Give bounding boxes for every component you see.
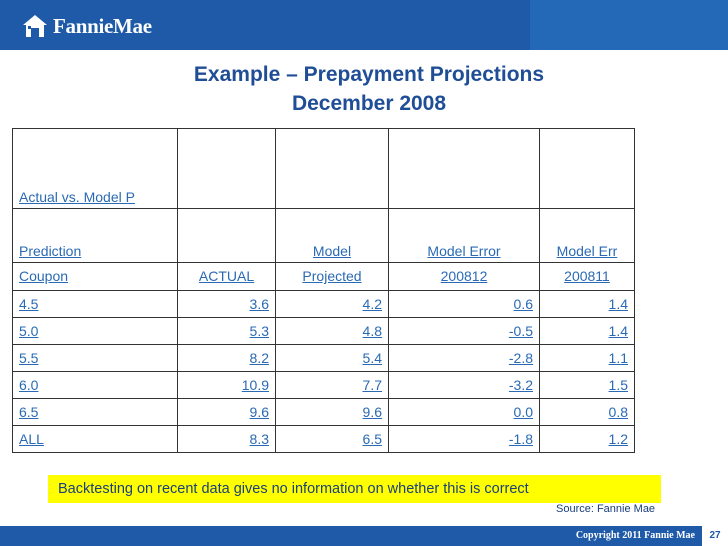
table-cell: Prediction bbox=[12, 207, 178, 263]
table-cell: 6.0 bbox=[12, 370, 178, 399]
table-cell: 1.4 bbox=[539, 316, 635, 345]
table-cell: 8.3 bbox=[177, 424, 276, 454]
table-cell: 4.2 bbox=[275, 289, 389, 318]
table-row: 6.0 10.9 7.7 -3.2 1.5 bbox=[12, 370, 635, 399]
table-cell: -3.2 bbox=[388, 370, 540, 399]
title-line-2: December 2008 bbox=[291, 92, 447, 115]
slide-title: Example – Prepayment Projections Decembe… bbox=[0, 60, 728, 118]
page-number: 27 bbox=[700, 526, 728, 546]
table-cell: 6.5 bbox=[12, 397, 178, 426]
footer-bar: Copyright 2011 Fannie Mae 27 bbox=[0, 526, 728, 546]
header-accent bbox=[530, 0, 728, 50]
table-cell: 8.2 bbox=[177, 343, 276, 372]
table-cell: 5.0 bbox=[12, 316, 178, 345]
table-row: ALL 8.3 6.5 -1.8 1.2 bbox=[12, 424, 635, 454]
table-cell: 1.5 bbox=[539, 370, 635, 399]
table-cell bbox=[177, 128, 276, 209]
table-cell: Actual vs. Model P bbox=[12, 128, 178, 209]
table-cell: 4.8 bbox=[275, 316, 389, 345]
table-cell: 200812 bbox=[388, 261, 540, 291]
table-row: 5.5 8.2 5.4 -2.8 1.1 bbox=[12, 343, 635, 372]
table-cell: 5.4 bbox=[275, 343, 389, 372]
table-cell: 0.6 bbox=[388, 289, 540, 318]
backtesting-note: Backtesting on recent data gives no info… bbox=[48, 475, 661, 503]
table-cell: 1.2 bbox=[539, 424, 635, 454]
source-label: Source: Fannie Mae bbox=[556, 503, 656, 515]
table-cell: 0.0 bbox=[388, 397, 540, 426]
table-cell: Model bbox=[275, 207, 389, 263]
table-row: 5.0 5.3 4.8 -0.5 1.4 bbox=[12, 316, 635, 345]
table-cell: ACTUAL bbox=[177, 261, 276, 291]
logo-text: FannieMae bbox=[53, 13, 152, 38]
table-cell: 0.8 bbox=[539, 397, 635, 426]
house-logo-icon bbox=[23, 15, 47, 37]
table-cell: -0.5 bbox=[388, 316, 540, 345]
table-cell: 9.6 bbox=[177, 397, 276, 426]
table-header-row: Coupon ACTUAL Projected 200812 200811 bbox=[12, 261, 635, 291]
header-banner: FannieMae bbox=[0, 0, 728, 50]
table-cell: 4.5 bbox=[12, 289, 178, 318]
table-cell bbox=[177, 207, 276, 263]
fannie-mae-logo: FannieMae bbox=[22, 13, 152, 39]
table-cell bbox=[275, 128, 389, 209]
table-cell: 1.4 bbox=[539, 289, 635, 318]
table-cell: -2.8 bbox=[388, 343, 540, 372]
table-cell: 9.6 bbox=[275, 397, 389, 426]
table-cell: 7.7 bbox=[275, 370, 389, 399]
table-header-row: Actual vs. Model P bbox=[12, 128, 635, 209]
table-cell: 10.9 bbox=[177, 370, 276, 399]
table-cell: 200811 bbox=[539, 261, 635, 291]
table-cell: Model Err bbox=[539, 207, 635, 263]
table-cell: 5.3 bbox=[177, 316, 276, 345]
table-cell: 1.1 bbox=[539, 343, 635, 372]
copyright-text: Copyright 2011 Fannie Mae bbox=[575, 530, 695, 541]
table-cell: Model Error bbox=[388, 207, 540, 263]
table-row: 6.5 9.6 9.6 0.0 0.8 bbox=[12, 397, 635, 426]
table-cell: Coupon bbox=[12, 261, 178, 291]
table-header-row: Prediction Model Model Error Model Err bbox=[12, 207, 635, 263]
table-cell bbox=[539, 128, 635, 209]
table-cell: 3.6 bbox=[177, 289, 276, 318]
title-line-1: Example – Prepayment Projections bbox=[193, 63, 545, 86]
table-cell bbox=[388, 128, 540, 209]
table-cell: 6.5 bbox=[275, 424, 389, 454]
table-cell: ALL bbox=[12, 424, 178, 454]
table-cell: Projected bbox=[275, 261, 389, 291]
prepayment-table: Actual vs. Model P Prediction Model Mode… bbox=[12, 128, 635, 454]
table-cell: 5.5 bbox=[12, 343, 178, 372]
table-cell: -1.8 bbox=[388, 424, 540, 454]
table-row: 4.5 3.6 4.2 0.6 1.4 bbox=[12, 289, 635, 318]
